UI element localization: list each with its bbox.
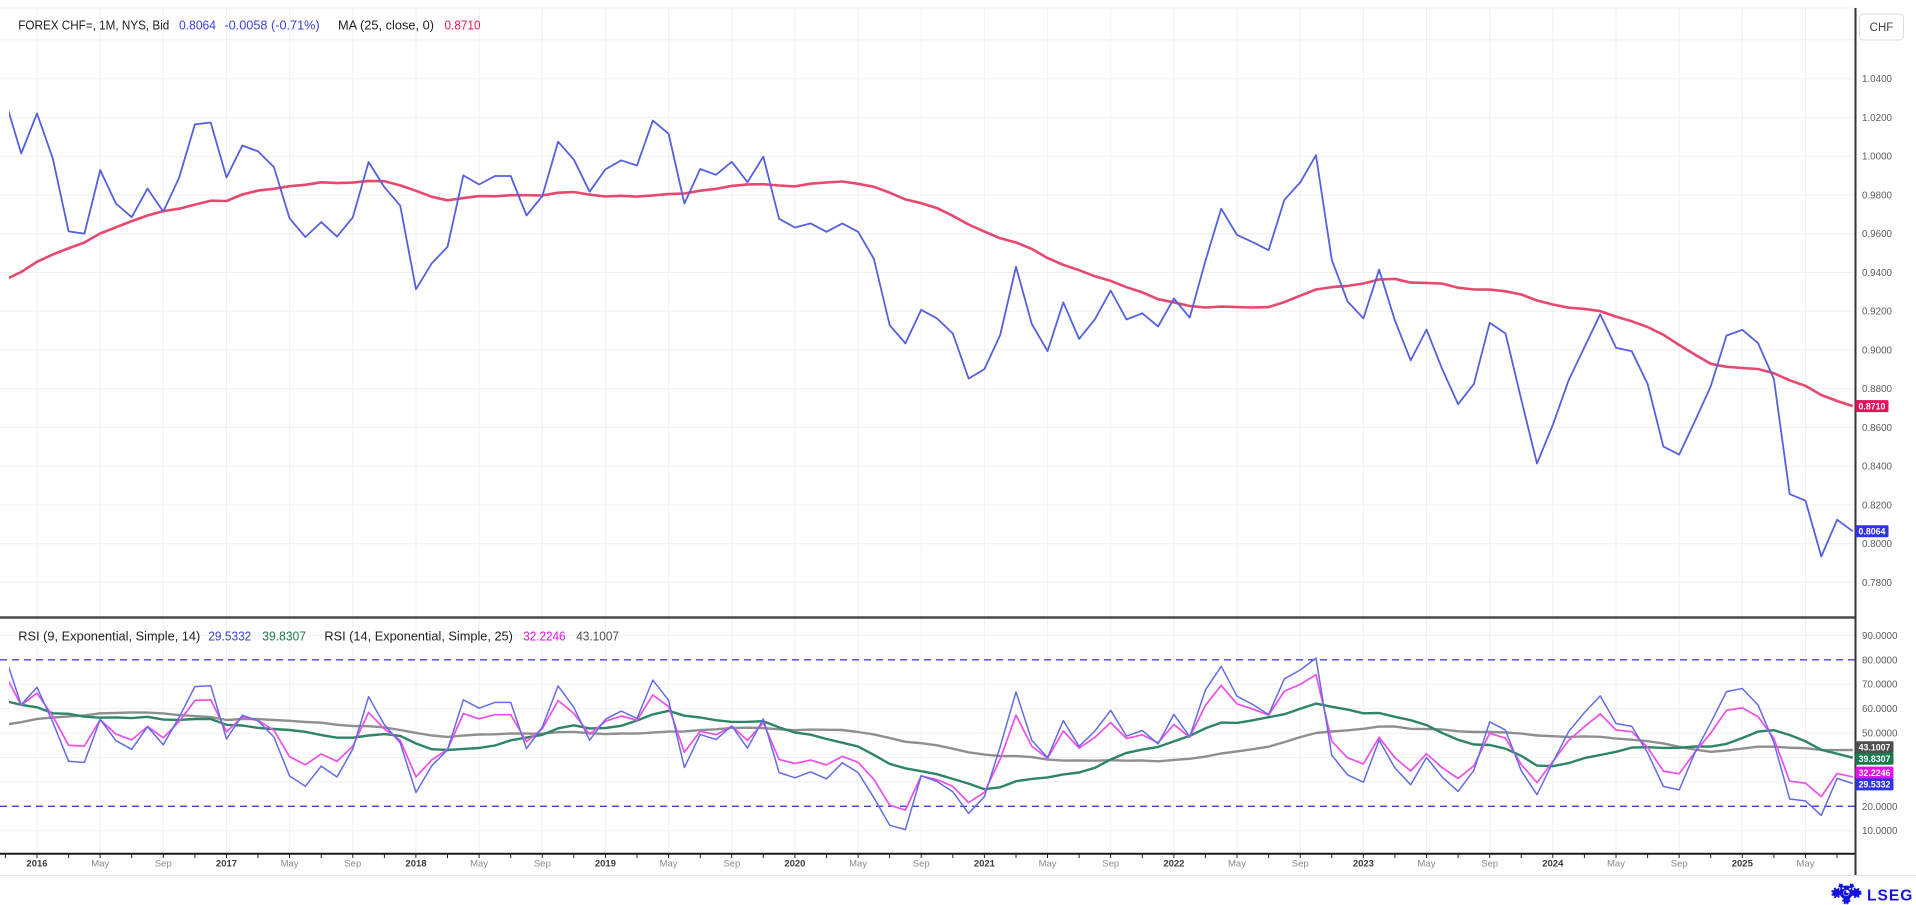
svg-text:43.1007: 43.1007: [1859, 743, 1891, 753]
svg-text:Sep: Sep: [723, 859, 740, 870]
svg-text:1.0000: 1.0000: [1862, 152, 1893, 163]
svg-text:CHF: CHF: [1870, 22, 1894, 34]
svg-text:0.8400: 0.8400: [1862, 462, 1893, 473]
svg-text:32.2246: 32.2246: [1859, 768, 1891, 778]
svg-text:Sep: Sep: [1671, 859, 1688, 870]
svg-text:2020: 2020: [784, 859, 805, 870]
svg-text:Sep: Sep: [1481, 859, 1498, 870]
svg-text:May: May: [849, 859, 867, 870]
svg-text:0.9800: 0.9800: [1862, 191, 1893, 202]
svg-text:1.0400: 1.0400: [1862, 74, 1893, 85]
svg-text:90.0000: 90.0000: [1862, 631, 1898, 642]
svg-text:1.0200: 1.0200: [1862, 113, 1893, 124]
svg-text:0.8710: 0.8710: [1859, 401, 1886, 411]
svg-text:0.9400: 0.9400: [1862, 268, 1893, 279]
svg-text:FOREX CHF=, 1M, NYS, Bid: FOREX CHF=, 1M, NYS, Bid: [18, 19, 169, 33]
svg-text:LSEG: LSEG: [1867, 887, 1913, 904]
svg-text:May: May: [1607, 859, 1625, 870]
svg-text:0.8064: 0.8064: [1859, 527, 1886, 537]
svg-text:70.0000: 70.0000: [1862, 680, 1898, 691]
svg-text:0.7800: 0.7800: [1862, 578, 1893, 589]
svg-text:39.8307: 39.8307: [1859, 754, 1891, 764]
svg-text:2018: 2018: [405, 859, 426, 870]
svg-text:May: May: [91, 859, 109, 870]
svg-text:RSI (14, Exponential, Simple,: RSI (14, Exponential, Simple, 25): [324, 630, 513, 644]
svg-text:Sep: Sep: [155, 859, 172, 870]
svg-text:Sep: Sep: [344, 859, 361, 870]
svg-text:Sep: Sep: [1292, 859, 1309, 870]
svg-text:60.0000: 60.0000: [1862, 704, 1898, 715]
svg-text:Sep: Sep: [913, 859, 930, 870]
svg-text:0.9200: 0.9200: [1862, 307, 1893, 318]
svg-text:2016: 2016: [26, 859, 47, 870]
svg-text:2023: 2023: [1353, 859, 1374, 870]
svg-text:2021: 2021: [974, 859, 996, 870]
svg-text:43.1007: 43.1007: [576, 630, 619, 644]
svg-text:29.5332: 29.5332: [208, 630, 251, 644]
svg-text:29.5332: 29.5332: [1859, 780, 1891, 790]
svg-text:0.8800: 0.8800: [1862, 384, 1893, 395]
svg-text:-0.0058 (-0.71%): -0.0058 (-0.71%): [224, 19, 319, 33]
svg-text:May: May: [660, 859, 678, 870]
svg-text:May: May: [1418, 859, 1436, 870]
svg-text:0.8600: 0.8600: [1862, 423, 1893, 434]
svg-text:0.8200: 0.8200: [1862, 501, 1893, 512]
svg-text:May: May: [1228, 859, 1246, 870]
svg-text:May: May: [1039, 859, 1057, 870]
svg-text:0.9000: 0.9000: [1862, 345, 1893, 356]
svg-text:May: May: [281, 859, 299, 870]
svg-text:80.0000: 80.0000: [1862, 655, 1898, 666]
svg-text:Sep: Sep: [1102, 859, 1119, 870]
svg-text:2024: 2024: [1542, 859, 1564, 870]
svg-text:20.0000: 20.0000: [1862, 802, 1898, 813]
svg-text:32.2246: 32.2246: [523, 630, 565, 644]
svg-text:2017: 2017: [216, 859, 237, 870]
svg-text:May: May: [470, 859, 488, 870]
svg-text:2019: 2019: [595, 859, 616, 870]
svg-text:May: May: [1797, 859, 1815, 870]
svg-text:Sep: Sep: [534, 859, 551, 870]
svg-text:50.0000: 50.0000: [1862, 729, 1898, 740]
svg-text:MA (25, close, 0): MA (25, close, 0): [338, 19, 434, 33]
svg-text:0.8000: 0.8000: [1862, 539, 1893, 550]
svg-text:10.0000: 10.0000: [1862, 826, 1898, 837]
svg-text:0.8710: 0.8710: [445, 19, 481, 33]
svg-text:RSI (9, Exponential, Simple, 1: RSI (9, Exponential, Simple, 14): [18, 630, 200, 644]
svg-text:0.9600: 0.9600: [1862, 229, 1893, 240]
svg-text:2025: 2025: [1732, 859, 1754, 870]
svg-text:39.8307: 39.8307: [262, 630, 306, 644]
svg-text:0.8064: 0.8064: [179, 19, 216, 33]
svg-text:2022: 2022: [1163, 859, 1184, 870]
